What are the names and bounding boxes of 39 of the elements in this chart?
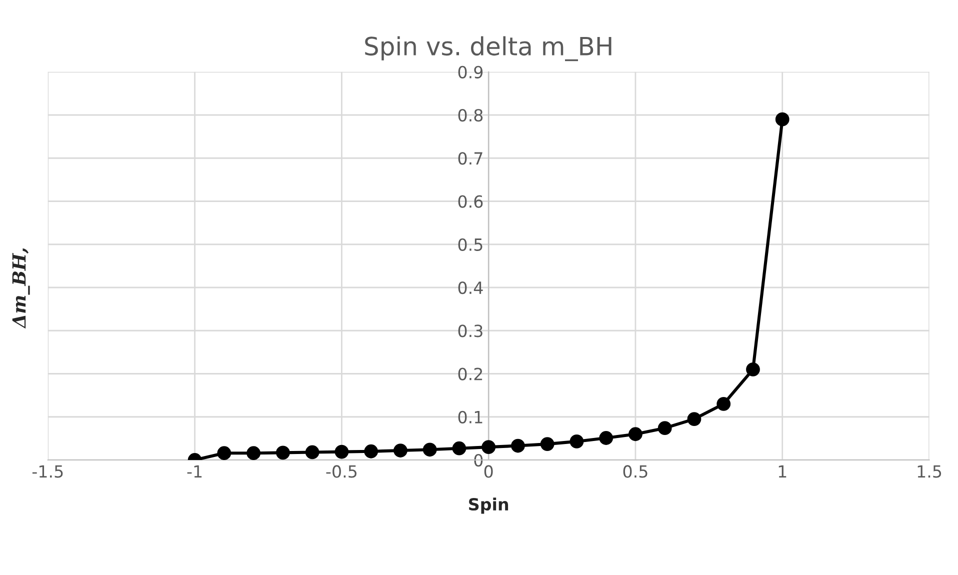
- point: [628, 427, 642, 442]
- y-tick-label: 0.1: [458, 410, 482, 424]
- x-tick-label: 1: [778, 465, 786, 478]
- point: [364, 444, 378, 458]
- y-tick-label: 0.3: [458, 324, 482, 338]
- y-tick-label: 0.5: [458, 238, 482, 251]
- y-tick-label: 0.6: [458, 195, 483, 208]
- point: [511, 438, 525, 453]
- point: [687, 412, 702, 426]
- point: [246, 446, 260, 460]
- point: [394, 444, 408, 458]
- point: [305, 445, 320, 460]
- y-tick-label: 0.9: [458, 66, 483, 78]
- point: [599, 431, 614, 445]
- point: [570, 434, 584, 448]
- point: [482, 440, 496, 454]
- y-tick-label: 0.2: [458, 368, 482, 380]
- x-tick-label: 0.5: [623, 465, 648, 478]
- y-tick-label: 0.7: [458, 152, 482, 165]
- point: [658, 421, 672, 436]
- x-tick-label: 0: [484, 465, 493, 478]
- point: [716, 396, 731, 411]
- x-tick-label: -0.5: [326, 465, 356, 478]
- point: [452, 441, 466, 456]
- point: [540, 437, 554, 451]
- point: [217, 446, 232, 460]
- y-tick-label: 0.4: [458, 281, 483, 294]
- point: [746, 362, 760, 376]
- point: [422, 442, 437, 457]
- chart-title: Spin vs. delta m_BH: [365, 36, 612, 62]
- point: [775, 112, 790, 126]
- x-axis-title: Spin: [469, 498, 508, 514]
- x-tick-label: 1.5: [918, 465, 942, 478]
- x-tick-label: -1: [187, 465, 202, 478]
- y-axis-title: Δm_BH,: [12, 248, 30, 329]
- x-tick-label: -1.5: [32, 465, 63, 478]
- point: [334, 444, 349, 459]
- y-tick-label: 0.8: [458, 108, 483, 122]
- point: [276, 446, 290, 460]
